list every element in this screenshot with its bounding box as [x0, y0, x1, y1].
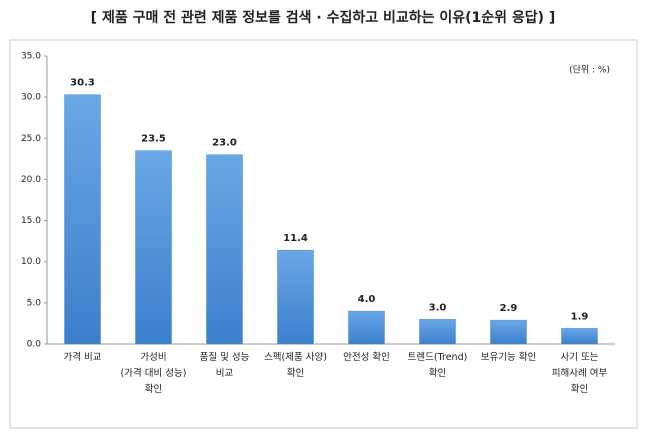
y-tick-label: 25.0	[21, 134, 41, 144]
value-label: 30.3	[70, 78, 95, 89]
bar	[348, 310, 385, 345]
y-tick-label: 0.0	[27, 340, 42, 350]
x-tick-label: 품질 및 성능 비교	[199, 352, 250, 379]
value-label: 23.5	[141, 134, 166, 145]
y-tick-label: 10.0	[21, 257, 41, 267]
bar	[206, 154, 243, 345]
value-label: 3.0	[429, 302, 447, 313]
chart-frame	[9, 39, 638, 429]
bar	[561, 328, 598, 345]
bar	[64, 94, 101, 345]
unit-note: (단위 : %)	[569, 65, 610, 76]
x-tick-label: 안전성 확인	[343, 352, 390, 363]
y-tick-label: 15.0	[21, 216, 41, 226]
x-tick-label: 스펙(제품 사양) 확인	[264, 352, 327, 379]
value-label: 2.9	[500, 303, 518, 314]
value-label: 23.0	[212, 138, 237, 149]
value-label: 1.9	[571, 311, 589, 322]
bar	[277, 249, 314, 345]
bar	[419, 319, 456, 345]
x-tick-label: 트렌드(Trend) 확인	[407, 352, 468, 379]
x-tick-label: 보유기능 확인	[480, 352, 537, 363]
value-label: 4.0	[358, 294, 376, 305]
x-tick-label: 가성비 (가격 대비 성능) 확인	[120, 352, 187, 395]
y-tick-label: 35.0	[21, 52, 41, 62]
y-tick-label: 30.0	[21, 93, 41, 103]
y-tick-label: 5.0	[27, 298, 42, 308]
x-tick-label: 사기 또는 피해사례 여부 확인	[551, 352, 608, 395]
y-tick-label: 20.0	[21, 175, 41, 185]
bar	[135, 150, 172, 345]
chart-title: [ 제품 구매 전 관련 제품 정보를 검색 · 수집하고 비교하는 이유(1순…	[91, 9, 556, 26]
x-tick-label: 가격 비교	[63, 352, 102, 363]
value-label: 11.4	[283, 233, 308, 244]
bar	[490, 319, 527, 345]
